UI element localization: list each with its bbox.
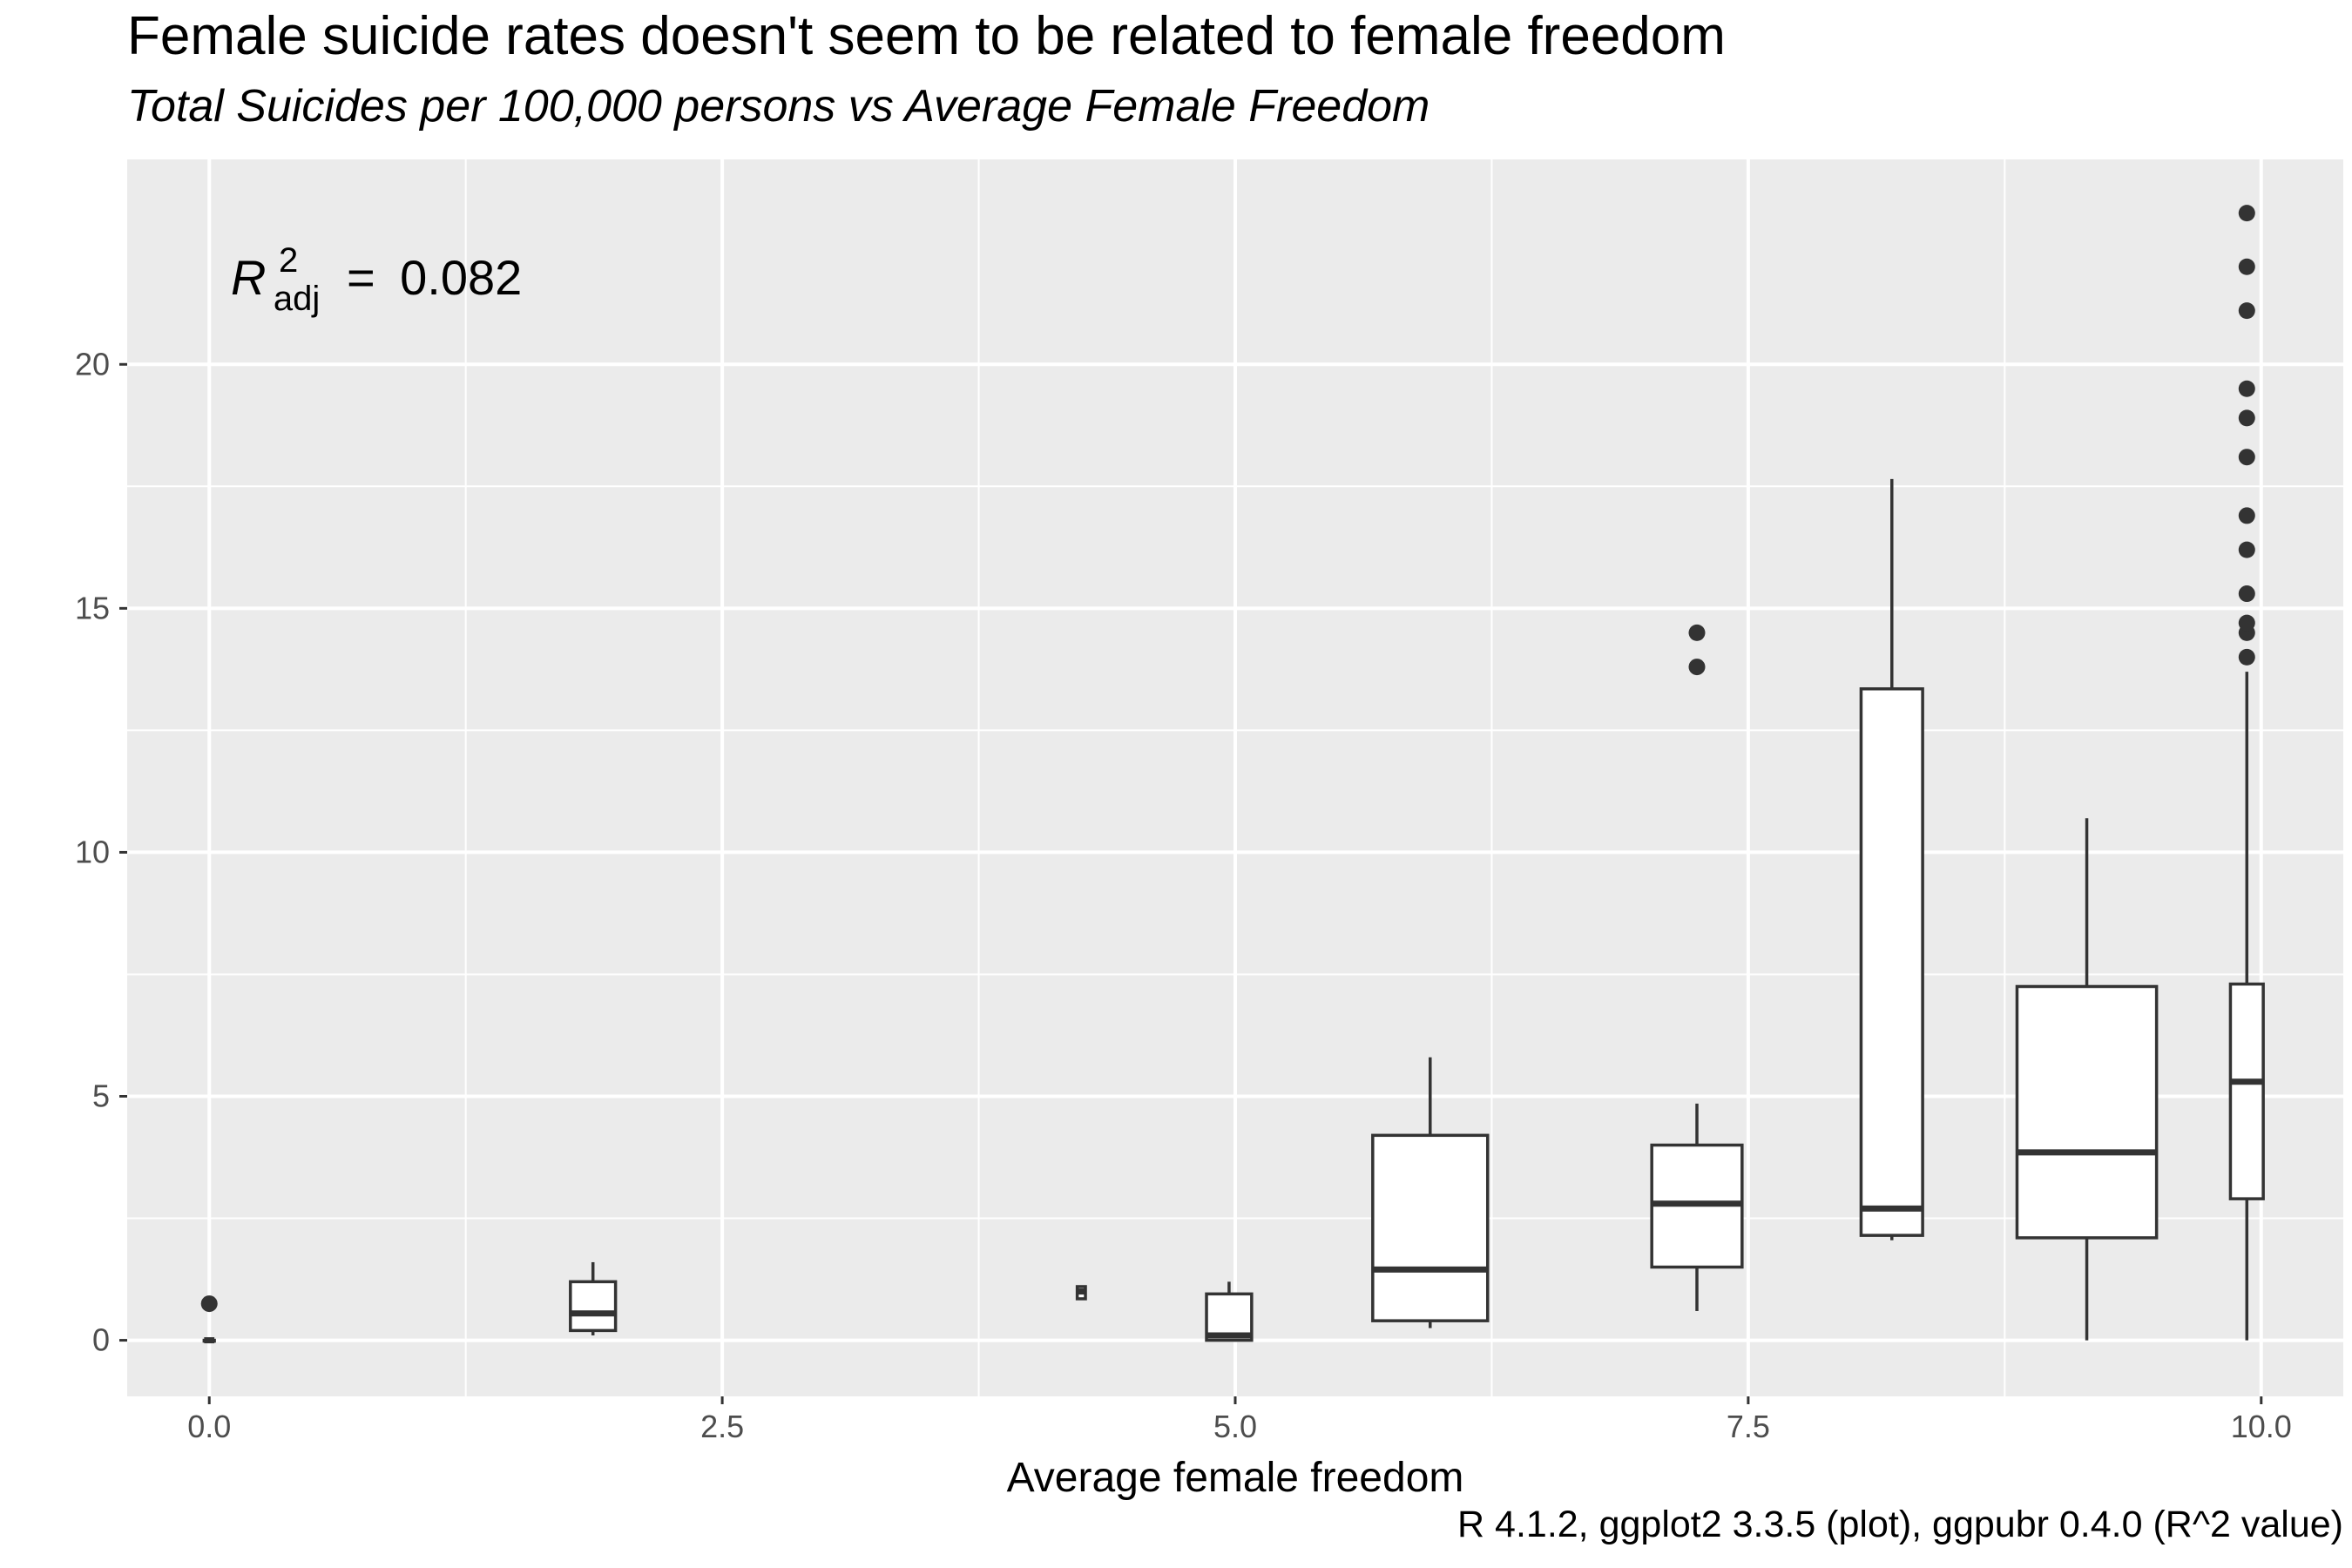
x-tick-label: 2.5 — [700, 1409, 744, 1444]
outlier-point — [200, 1295, 218, 1313]
y-tick-label: 0 — [92, 1322, 110, 1358]
box-iqr — [2228, 982, 2265, 1200]
r2-value: 0.082 — [400, 250, 522, 305]
r2-equals: = — [347, 250, 375, 305]
box-group — [1371, 1057, 1490, 1328]
y-tick-label: 20 — [75, 346, 110, 382]
outlier-point — [1688, 659, 1706, 676]
outlier-point — [2238, 614, 2255, 632]
outlier-point — [2238, 258, 2255, 275]
r2-symbol: R — [231, 250, 266, 305]
box-group — [2228, 205, 2265, 1341]
chart-title: Female suicide rates doesn't seem to be … — [127, 6, 1726, 66]
x-axis-ticks: 0.0 2.5 5.0 7.5 10.0 — [187, 1396, 2292, 1444]
outlier-point — [2238, 507, 2255, 524]
outlier-point — [2238, 585, 2255, 603]
outlier-point — [2238, 449, 2255, 466]
x-tick-label: 10.0 — [2231, 1409, 2292, 1444]
outlier-point — [2238, 409, 2255, 427]
box-iqr — [1371, 1133, 1490, 1322]
chart-subtitle: Total Suicides per 100,000 persons vs Av… — [127, 81, 1430, 132]
outlier-point — [1688, 624, 1706, 641]
box-group — [1075, 1285, 1087, 1301]
box-iqr — [569, 1280, 618, 1333]
y-axis-ticks: 0 5 10 15 20 — [75, 346, 127, 1358]
outlier-point — [2238, 205, 2255, 222]
box-group — [569, 1261, 618, 1335]
box-group — [1205, 1281, 1254, 1342]
box-iqr — [1859, 687, 1924, 1237]
box-iqr — [2015, 984, 2159, 1240]
outlier-point — [2238, 380, 2255, 397]
y-tick-label: 10 — [75, 834, 110, 869]
x-tick-label: 7.5 — [1727, 1409, 1770, 1444]
box-series — [200, 205, 2265, 1344]
chart-caption: R 4.1.2, ggplot2 3.3.5 (plot), ggpubr 0.… — [1457, 1504, 2343, 1545]
box-group — [1650, 624, 1744, 1311]
box-group — [2015, 818, 2159, 1341]
x-tick-label: 5.0 — [1213, 1409, 1257, 1444]
y-tick-label: 15 — [75, 590, 110, 625]
r2-superscript: 2 — [279, 241, 298, 280]
outlier-point — [2238, 302, 2255, 320]
box-group — [1859, 478, 1924, 1240]
r2-annotation: R adj 2 = 0.082 — [231, 241, 522, 318]
x-axis-title: Average female freedom — [1007, 1455, 1464, 1501]
x-tick-label: 0.0 — [187, 1409, 231, 1444]
r2-subscript: adj — [274, 280, 320, 318]
box-group — [200, 1295, 218, 1344]
y-tick-label: 5 — [92, 1078, 110, 1114]
outlier-point — [2238, 648, 2255, 666]
outlier-point — [2238, 541, 2255, 558]
